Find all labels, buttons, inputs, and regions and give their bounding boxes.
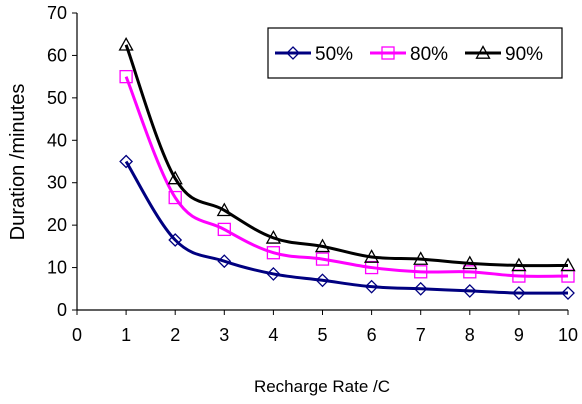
series-2 — [118, 36, 576, 272]
data-point — [118, 36, 134, 51]
legend-label: 80% — [410, 44, 448, 65]
x-axis-label: Recharge Rate /C — [254, 377, 390, 396]
x-tick-label: 5 — [317, 325, 327, 345]
data-point — [511, 257, 527, 272]
x-tick-label: 3 — [219, 325, 229, 345]
data-point — [560, 257, 576, 272]
y-tick-labels: 0 10 20 30 40 50 60 70 — [47, 3, 67, 320]
y-tick-label: 30 — [47, 173, 67, 193]
data-point — [217, 254, 232, 269]
series-1 — [119, 69, 575, 283]
legend-marker — [381, 46, 395, 60]
legend-marker — [475, 45, 491, 59]
x-tick-labels: 0 1 2 3 4 5 6 7 8 9 10 — [72, 325, 578, 345]
data-point — [168, 190, 182, 205]
x-tick-label: 9 — [514, 325, 524, 345]
y-tick-label: 10 — [47, 258, 67, 278]
data-point — [266, 267, 281, 281]
data-point — [266, 246, 281, 260]
data-point — [511, 286, 526, 300]
x-tick-label: 2 — [170, 325, 180, 345]
y-tick-label: 40 — [47, 130, 67, 150]
series-line — [124, 44, 569, 268]
data-point — [413, 251, 429, 265]
y-tick-label: 0 — [57, 300, 67, 320]
legend: 50% 80% 90% — [267, 27, 563, 79]
y-axis-label: Duration /minutes — [7, 84, 29, 241]
data-point — [463, 265, 477, 279]
series-line — [124, 160, 569, 295]
legend-label: 90% — [505, 44, 543, 65]
data-point — [119, 69, 133, 84]
series-layer — [118, 36, 576, 300]
x-tick-label: 0 — [72, 325, 82, 345]
data-point — [119, 154, 134, 169]
data-point — [413, 281, 428, 296]
tick-marks — [72, 12, 569, 315]
legend-marker — [286, 46, 300, 60]
x-tick-label: 8 — [465, 325, 475, 345]
legend-box — [267, 27, 563, 79]
data-point — [314, 238, 331, 253]
data-point — [462, 255, 478, 270]
data-point — [363, 249, 380, 263]
series-0 — [119, 154, 575, 300]
legend-item: 80% — [370, 44, 448, 65]
data-point — [462, 283, 477, 298]
x-tick-label: 7 — [416, 325, 426, 345]
data-point — [217, 222, 231, 237]
y-tick-label: 70 — [47, 3, 67, 23]
data-point — [315, 273, 330, 288]
series-line — [124, 76, 569, 278]
x-tick-label: 6 — [367, 325, 377, 345]
x-tick-label: 1 — [121, 325, 131, 345]
data-point — [414, 265, 428, 279]
legend-item: 90% — [465, 44, 543, 65]
y-tick-label: 20 — [47, 215, 67, 235]
data-point — [315, 252, 330, 266]
data-point — [561, 286, 575, 300]
y-tick-label: 60 — [47, 45, 67, 65]
x-tick-label: 10 — [558, 325, 578, 345]
x-tick-label: 4 — [268, 325, 278, 345]
legend-label: 50% — [315, 44, 353, 65]
legend-item: 50% — [275, 44, 353, 65]
data-point — [265, 230, 282, 244]
data-point — [364, 279, 379, 294]
data-point — [167, 170, 183, 185]
data-point — [168, 233, 183, 247]
y-tick-label: 50 — [47, 88, 67, 108]
data-point — [216, 202, 232, 217]
